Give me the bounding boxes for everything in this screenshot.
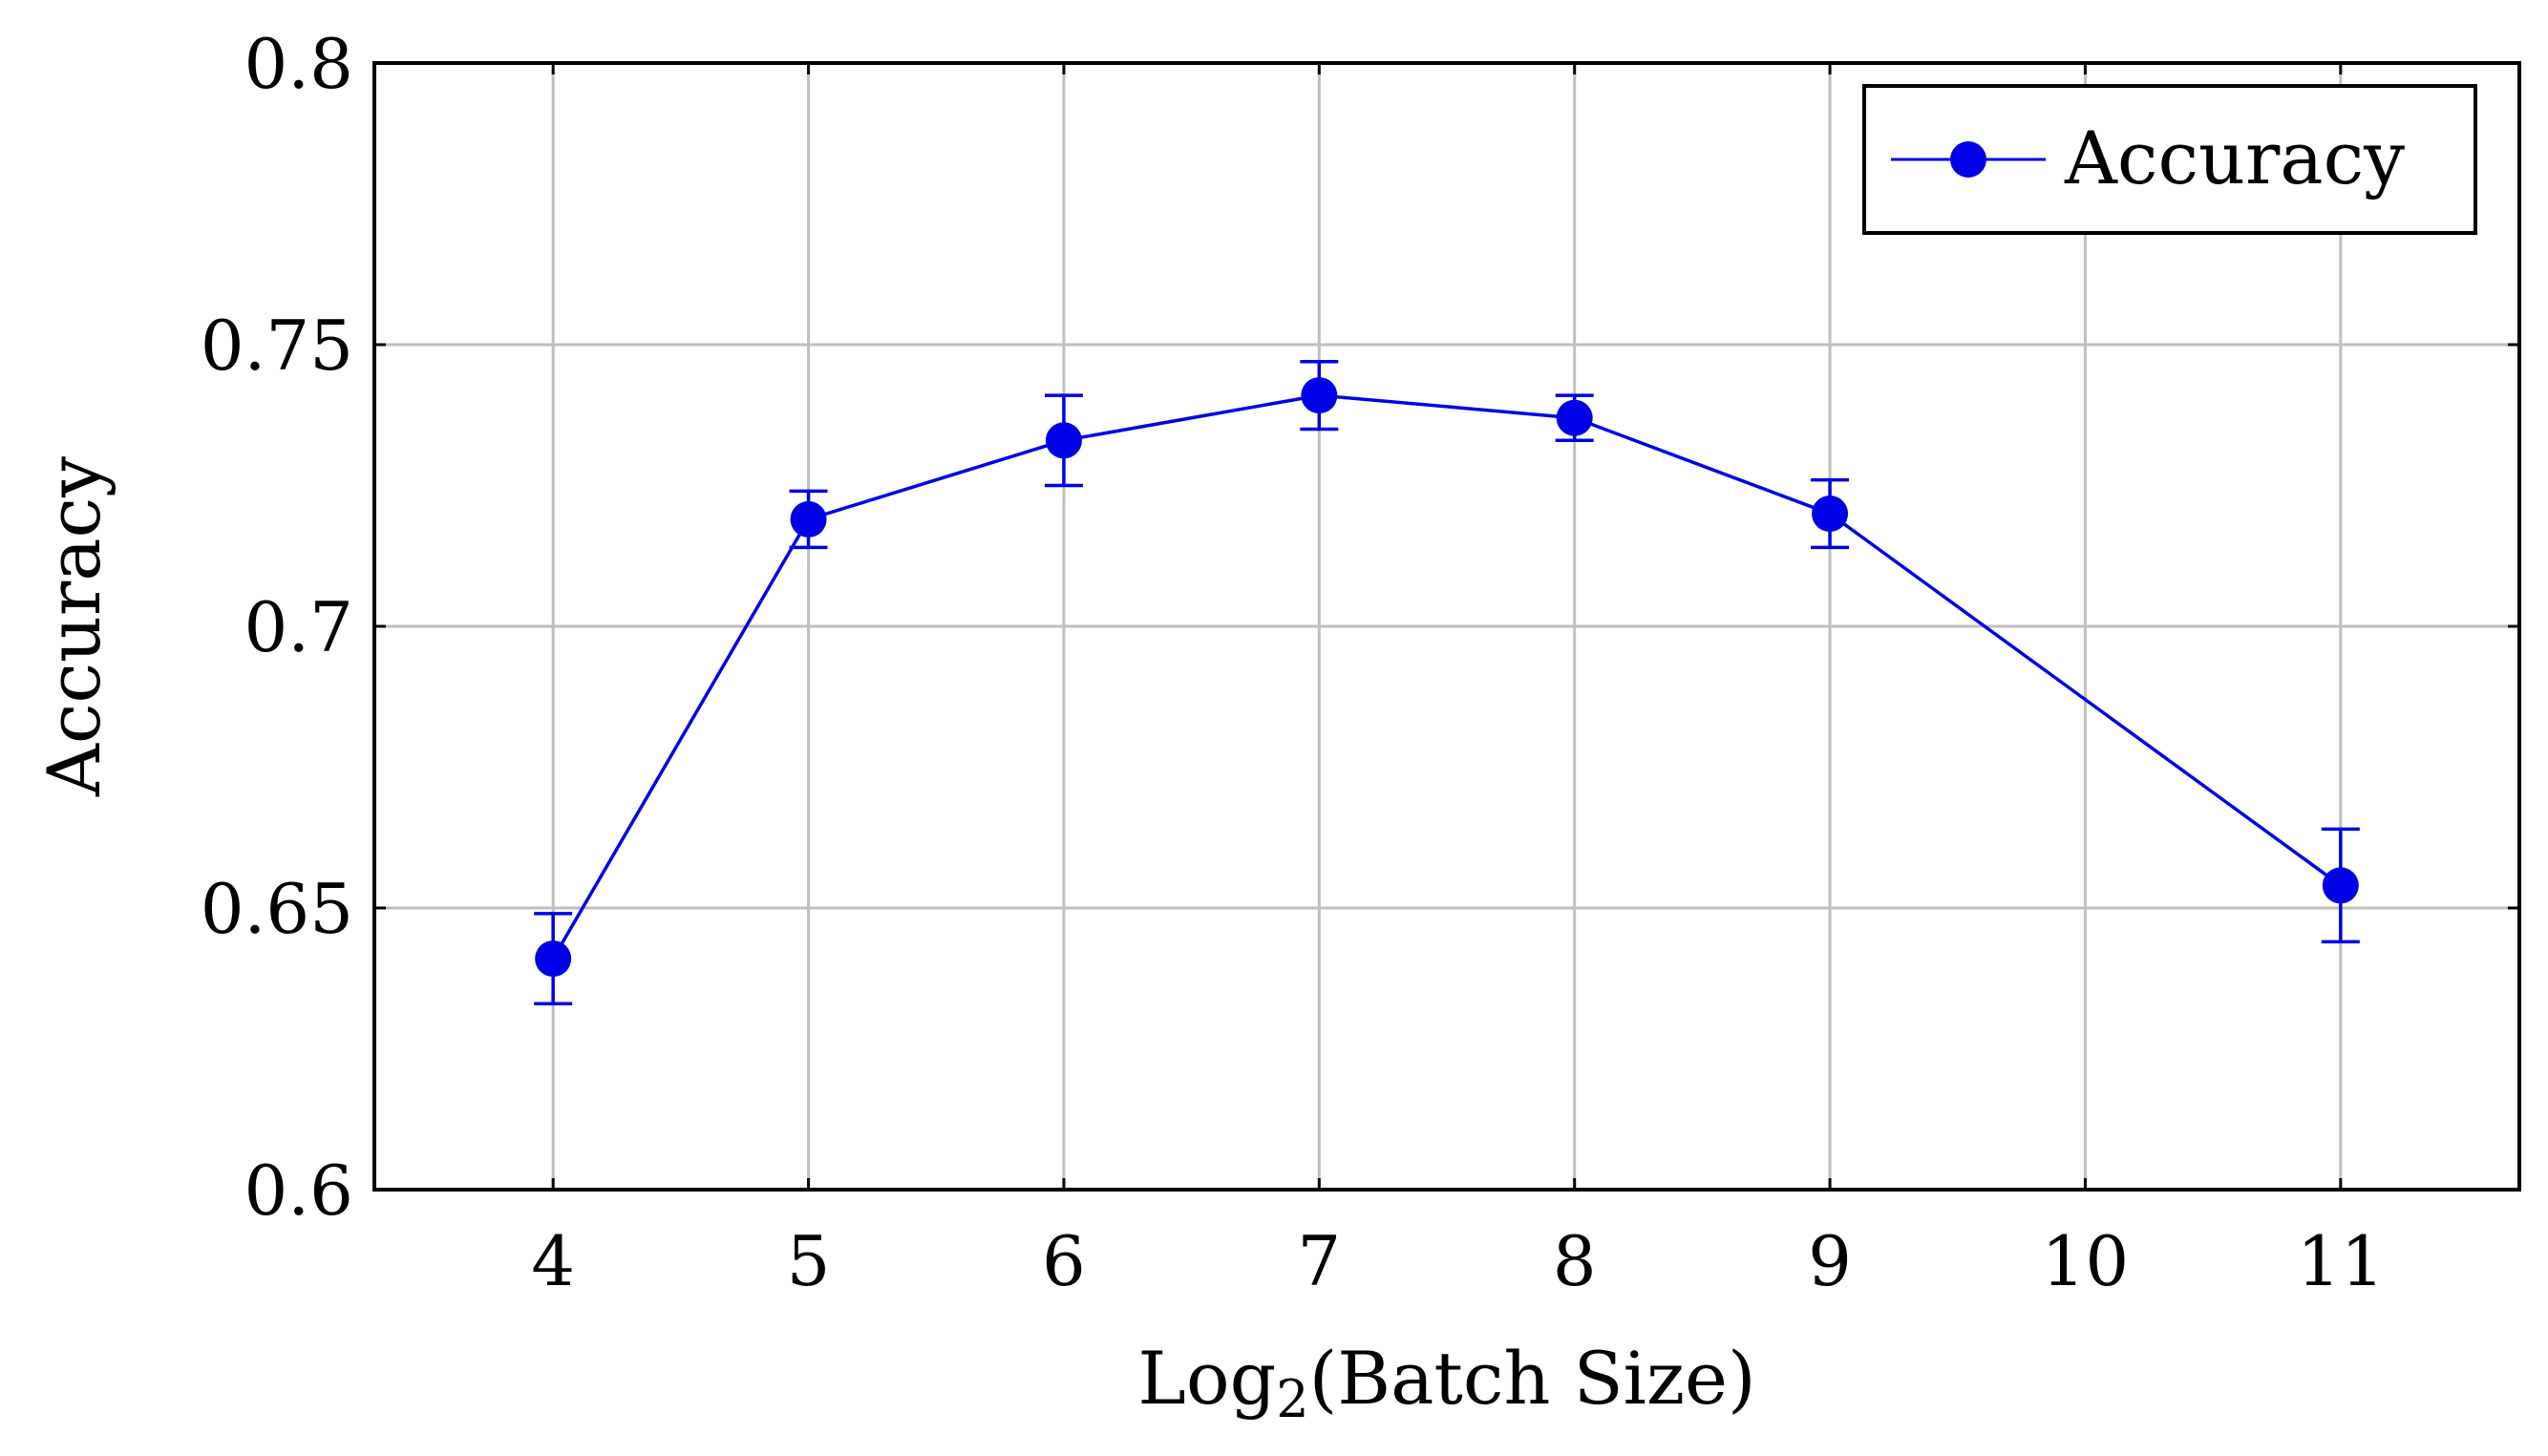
x-tick-label-8: 8 [1553,1221,1597,1301]
legend-marker [1950,141,1986,178]
y-tick-label-2: 0.7 [244,587,353,667]
x-tick-label-7: 7 [1297,1221,1341,1301]
x-axis-title-subscript: 2 [1276,1369,1308,1429]
y-axis-title: Accuracy [32,456,117,797]
x-axis-title-rest: (Batch Size) [1309,1336,1756,1421]
x-tick-label-5: 5 [787,1221,831,1301]
y-tick-label-0: 0.6 [244,1150,353,1231]
data-point-7 [1301,377,1338,414]
x-tick-label-9: 9 [1808,1221,1852,1301]
x-axis-title-base: Log [1137,1336,1276,1421]
data-point-4 [535,940,572,978]
data-point-6 [1045,422,1082,459]
legend: Accuracy [1862,84,2477,235]
x-tick-label-4: 4 [531,1221,575,1301]
data-point-5 [790,500,827,538]
data-point-11 [2322,867,2359,904]
y-tick-label-3: 0.75 [201,306,353,386]
x-tick-label-6: 6 [1042,1221,1086,1301]
y-tick-label-4: 0.8 [244,24,353,104]
series-accuracy [534,359,2360,1006]
axis-ticks: 4 5 6 7 8 9 10 11 0.6 0.65 0.7 0.75 0.8 [201,24,2519,1301]
legend-label: Accuracy [2064,116,2405,200]
x-tick-label-10: 10 [2042,1221,2130,1301]
x-axis-title: Log2(Batch Size) [1137,1336,1755,1429]
data-point-9 [1812,496,1849,532]
data-point-8 [1556,399,1593,436]
legend-box [1862,84,2477,235]
y-tick-label-1: 0.65 [201,869,353,949]
x-tick-label-11: 11 [2297,1221,2385,1301]
